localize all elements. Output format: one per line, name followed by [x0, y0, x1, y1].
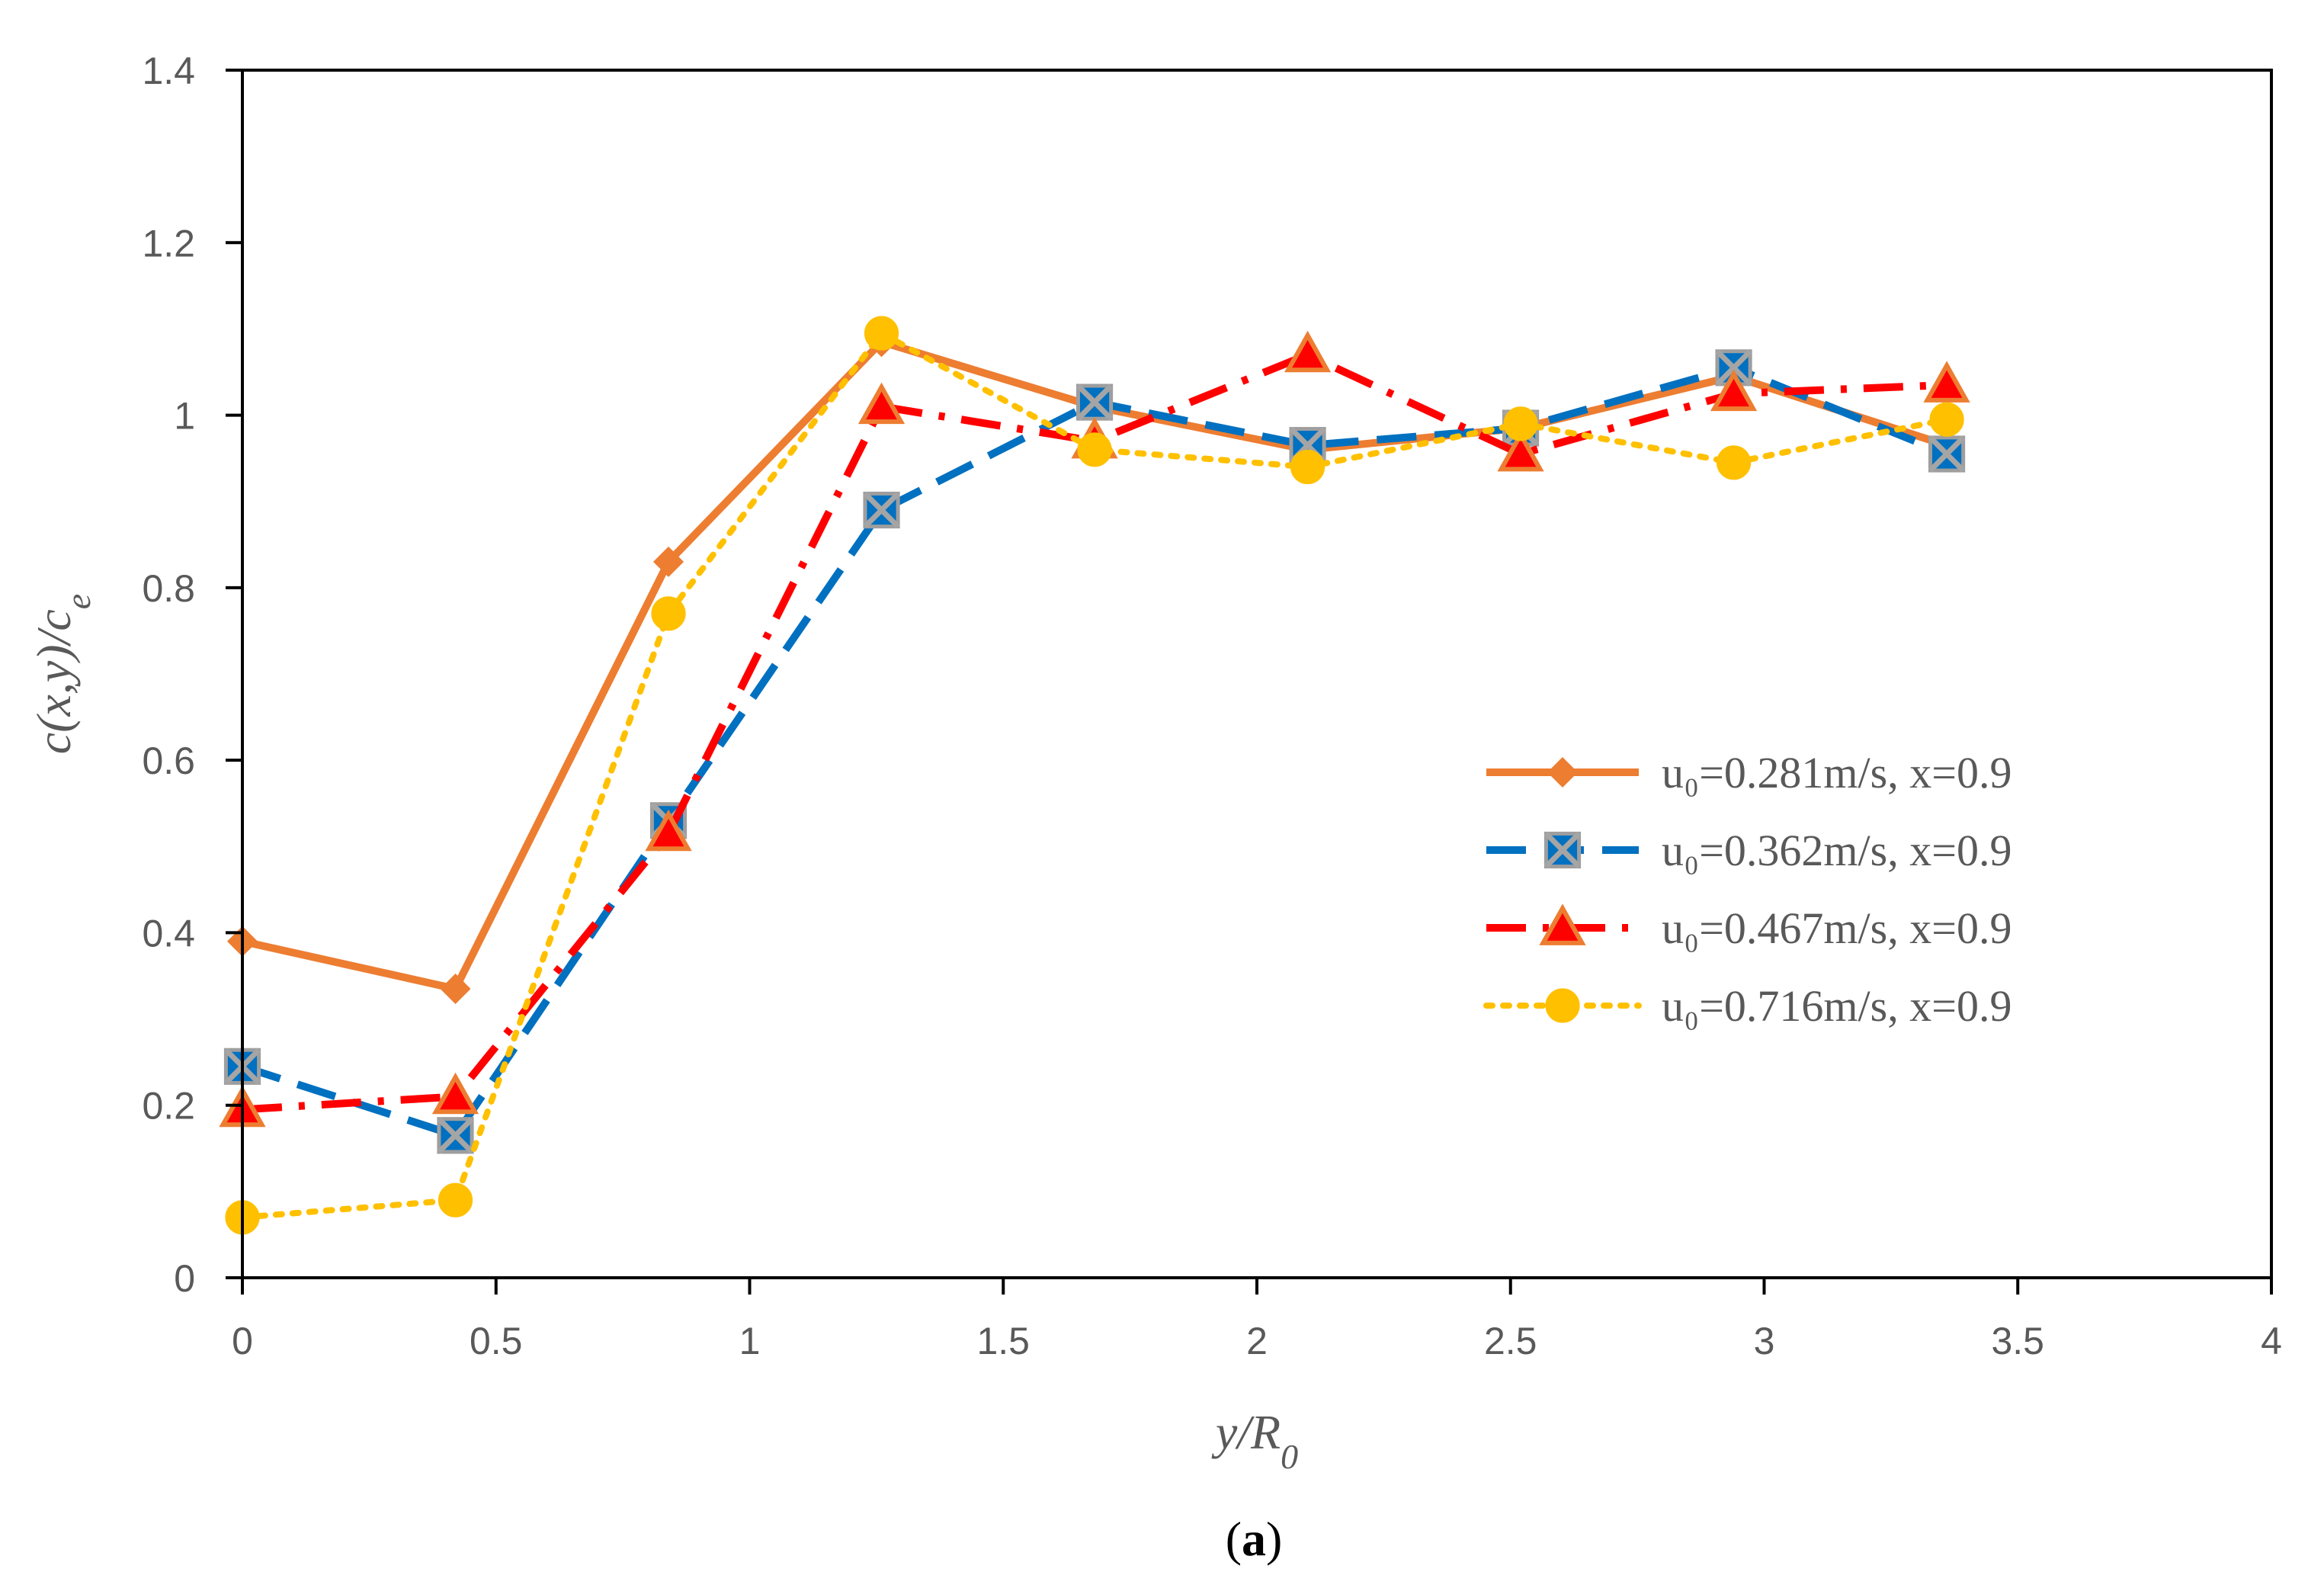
y-tick-label: 1.4 [142, 50, 195, 92]
legend-label: u₀=0.362m/s, x=0.9 [1662, 826, 2011, 875]
y-tick-label: 1 [174, 395, 195, 438]
y-axis-title: c(x,y)/ce [27, 594, 98, 754]
x-tick-label: 4 [2261, 1320, 2282, 1362]
x-tick-label: 0 [232, 1320, 253, 1362]
caption-open: ( [1226, 1512, 1242, 1566]
legend-label: u₀=0.467m/s, x=0.9 [1662, 903, 2011, 953]
legend-item: u₀=0.281m/s, x=0.9 [1486, 748, 2011, 797]
legend-item: u₀=0.362m/s, x=0.9 [1486, 826, 2011, 875]
data-point [431, 1072, 479, 1115]
caption-close: ) [1266, 1512, 1282, 1566]
series-4 [225, 316, 1964, 1235]
x-ticks: 0 0.5 1 1.5 2 2.5 3 3.5 4 [232, 1278, 2282, 1362]
series-layer [219, 316, 1970, 1235]
data-point [437, 1117, 474, 1154]
data-point [1928, 435, 1966, 473]
legend-swatch-marker [1545, 988, 1580, 1023]
data-point [1716, 445, 1752, 480]
plot-area: 0 0.5 1 1.5 2 2.5 3 3.5 4 0 0.2 0.4 0.6 0.8 1 1.2 1.4 [142, 50, 2281, 1362]
data-point [653, 546, 684, 577]
plot-frame [241, 69, 2273, 1279]
data-point [1075, 383, 1114, 421]
legend-item: u₀=0.467m/s, x=0.9 [1486, 903, 2011, 953]
data-point [1497, 429, 1544, 472]
y-tick-label: 1.2 [142, 222, 195, 265]
data-point [864, 316, 899, 351]
data-point [438, 1182, 473, 1218]
data-point [645, 809, 692, 852]
x-tick-label: 1.5 [976, 1320, 1030, 1362]
y-ticks: 0 0.2 0.4 0.6 0.8 1 1.2 1.4 [142, 50, 242, 1300]
legend-swatch-marker [1543, 831, 1582, 869]
data-point [1284, 330, 1332, 373]
x-tick-label: 1 [739, 1320, 761, 1362]
legend-swatch-marker [1547, 756, 1579, 788]
data-point [863, 491, 900, 529]
x-tick-label: 0.5 [470, 1320, 523, 1362]
x-tick-label: 3.5 [1991, 1320, 2044, 1362]
data-point [1929, 402, 1964, 437]
x-axis-title-sub: 0 [1281, 1437, 1298, 1476]
legend: u₀=0.281m/s, x=0.9 u₀=0.362m/s, x=0.9 u₀=0… [1483, 748, 2011, 1031]
legend-swatch-marker [1539, 903, 1586, 945]
data-point [857, 382, 906, 425]
x-tick-label: 3 [1754, 1320, 1775, 1362]
data-point [651, 596, 686, 631]
x-tick-label: 2.5 [1484, 1320, 1537, 1362]
y-tick-label: 0.4 [142, 912, 195, 955]
y-axis-title-main: c(x,y)/c [27, 609, 81, 754]
y-axis-title-sub: e [59, 594, 98, 609]
x-axis-title: y/R0 [1211, 1405, 1298, 1476]
data-point [440, 973, 471, 1004]
legend-label: u₀=0.716m/s, x=0.9 [1662, 981, 2011, 1031]
caption-letter: a [1242, 1512, 1266, 1566]
legend-item: u₀=0.716m/s, x=0.9 [1483, 981, 2011, 1031]
y-tick-label: 0.8 [142, 567, 195, 610]
y-tick-label: 0.2 [142, 1085, 195, 1128]
figure-caption: (a) [1226, 1512, 1283, 1566]
data-point [1923, 361, 1970, 403]
data-point [1290, 449, 1325, 485]
y-tick-label: 0.6 [142, 740, 195, 782]
y-tick-label: 0 [174, 1257, 195, 1300]
data-point [1503, 406, 1538, 441]
data-point [1710, 369, 1758, 412]
data-point [1077, 432, 1112, 467]
x-axis-title-main: y/R [1211, 1405, 1281, 1459]
x-tick-label: 2 [1246, 1320, 1268, 1362]
legend-label: u₀=0.281m/s, x=0.9 [1662, 748, 2011, 797]
